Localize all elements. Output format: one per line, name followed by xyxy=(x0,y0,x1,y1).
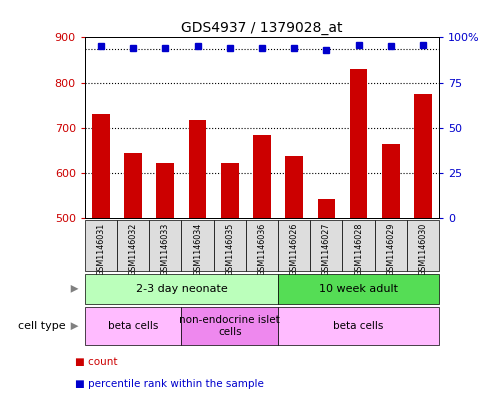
Text: GSM1146026: GSM1146026 xyxy=(290,222,299,276)
Text: GSM1146028: GSM1146028 xyxy=(354,222,363,276)
Bar xyxy=(124,154,142,393)
Text: non-endocrine islet
cells: non-endocrine islet cells xyxy=(180,316,280,337)
Bar xyxy=(414,94,432,393)
Text: GSM1146035: GSM1146035 xyxy=(225,222,234,276)
Text: 10 week adult: 10 week adult xyxy=(319,284,398,294)
Bar xyxy=(157,163,174,393)
Bar xyxy=(85,220,117,271)
Bar xyxy=(317,199,335,393)
Bar xyxy=(221,163,239,393)
Text: GSM1146033: GSM1146033 xyxy=(161,222,170,276)
Text: ■ percentile rank within the sample: ■ percentile rank within the sample xyxy=(75,379,264,389)
Text: ■ count: ■ count xyxy=(75,358,117,367)
Bar xyxy=(278,220,310,271)
Text: GSM1146031: GSM1146031 xyxy=(96,222,105,276)
Bar xyxy=(149,220,182,271)
Bar xyxy=(117,220,149,271)
Title: GDS4937 / 1379028_at: GDS4937 / 1379028_at xyxy=(181,21,343,35)
Text: cell type: cell type xyxy=(18,321,65,331)
Bar xyxy=(350,68,367,393)
Bar xyxy=(85,307,182,345)
Bar xyxy=(92,114,110,393)
Text: GSM1146032: GSM1146032 xyxy=(129,222,138,276)
Text: GSM1146030: GSM1146030 xyxy=(419,222,428,276)
Bar xyxy=(214,220,246,271)
Text: GSM1146027: GSM1146027 xyxy=(322,222,331,276)
Text: 2-3 day neonate: 2-3 day neonate xyxy=(136,284,228,294)
Text: GSM1146034: GSM1146034 xyxy=(193,222,202,276)
Text: GSM1146036: GSM1146036 xyxy=(257,222,266,276)
Bar xyxy=(182,307,278,345)
Bar xyxy=(182,220,214,271)
Bar xyxy=(189,119,207,393)
Bar xyxy=(278,307,439,345)
Bar xyxy=(246,220,278,271)
Text: beta cells: beta cells xyxy=(108,321,158,331)
Bar xyxy=(310,220,342,271)
Bar xyxy=(285,156,303,393)
Bar xyxy=(407,220,439,271)
Bar xyxy=(382,145,400,393)
Text: GSM1146029: GSM1146029 xyxy=(386,222,395,276)
Bar xyxy=(253,134,271,393)
Text: beta cells: beta cells xyxy=(333,321,384,331)
Bar xyxy=(342,220,375,271)
Bar xyxy=(375,220,407,271)
Bar xyxy=(278,274,439,304)
Bar xyxy=(85,274,278,304)
